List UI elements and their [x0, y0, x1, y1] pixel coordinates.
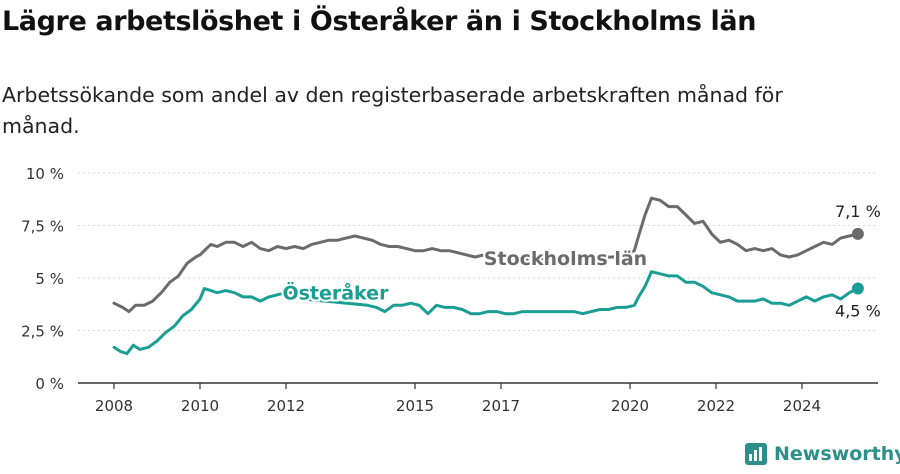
x-tick-label: 2008 [95, 397, 133, 415]
osteraker-series-label: Österåker [282, 281, 389, 305]
osteraker-end-label: 4,5 % [835, 302, 881, 321]
x-tick-label: 2022 [697, 397, 735, 415]
x-tick-label: 2015 [396, 397, 434, 415]
newsworthy-icon [745, 443, 767, 465]
stockholm-end-point [851, 227, 864, 240]
stockholm-series-line [112, 196, 860, 314]
label-layer: Stockholms län Österåker 7,1 % 4,5 % [280, 202, 881, 321]
x-tick-label: 2020 [611, 397, 649, 415]
osteraker-end-point [851, 282, 864, 295]
series-layer [112, 196, 864, 356]
y-tick-label: 5 % [35, 270, 64, 288]
stockholm-end-label: 7,1 % [835, 202, 881, 221]
x-tick-label: 2017 [482, 397, 520, 415]
x-tick-label: 2012 [267, 397, 305, 415]
stockholm-series-label: Stockholms län [484, 248, 647, 270]
x-tick-label: 2010 [181, 397, 219, 415]
chart-title: Lägre arbetslöshet i Österåker än i Stoc… [2, 6, 757, 37]
y-tick-label: 0 % [35, 375, 64, 393]
y-tick-label: 10 % [26, 165, 64, 183]
x-tick-label: 2024 [783, 397, 821, 415]
chart-subtitle: Arbetssökande som andel av den registerb… [2, 83, 783, 138]
y-tick-label: 2,5 % [21, 323, 64, 341]
brand-name: Newsworthy [774, 443, 900, 465]
y-axis: 0 % 2,5 % 5 % 7,5 % 10 % [21, 165, 878, 393]
y-tick-label: 7,5 % [21, 218, 64, 236]
x-axis: 2008 2010 2012 2015 2017 2020 2022 2024 [78, 382, 878, 415]
brand-logo: Newsworthy [744, 442, 900, 466]
osteraker-series-line [112, 270, 860, 356]
